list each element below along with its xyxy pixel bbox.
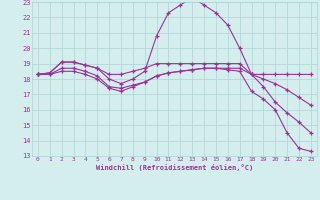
X-axis label: Windchill (Refroidissement éolien,°C): Windchill (Refroidissement éolien,°C)	[96, 164, 253, 171]
